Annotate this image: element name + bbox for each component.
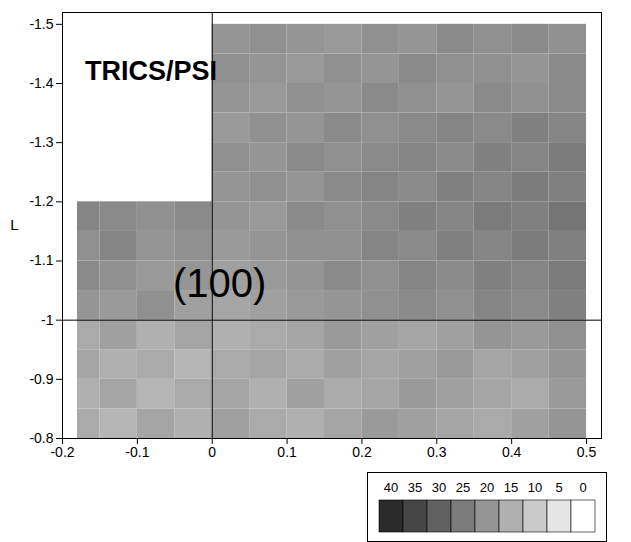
svg-text:35: 35 xyxy=(408,480,422,495)
svg-text:20: 20 xyxy=(480,480,494,495)
svg-text:0: 0 xyxy=(208,444,216,460)
svg-text:-1.1: -1.1 xyxy=(29,252,53,268)
svg-text:TRICS/PSI: TRICS/PSI xyxy=(85,56,217,86)
svg-text:0.1: 0.1 xyxy=(277,444,297,460)
svg-text:0.4: 0.4 xyxy=(502,444,522,460)
svg-text:0.5: 0.5 xyxy=(577,444,597,460)
svg-text:-0.1: -0.1 xyxy=(125,444,149,460)
svg-text:0.2: 0.2 xyxy=(352,444,372,460)
svg-text:-1.4: -1.4 xyxy=(29,75,53,91)
svg-text:-0.2: -0.2 xyxy=(50,444,74,460)
svg-text:10: 10 xyxy=(528,480,542,495)
svg-text:30: 30 xyxy=(432,480,446,495)
svg-text:L: L xyxy=(10,216,18,233)
svg-text:0.3: 0.3 xyxy=(427,444,447,460)
svg-text:5: 5 xyxy=(555,480,562,495)
svg-text:25: 25 xyxy=(456,480,470,495)
svg-text:-1.2: -1.2 xyxy=(29,193,53,209)
svg-text:-0.8: -0.8 xyxy=(29,430,54,446)
svg-text:0: 0 xyxy=(579,480,586,495)
svg-text:-1.3: -1.3 xyxy=(29,134,53,150)
svg-text:40: 40 xyxy=(384,480,398,495)
svg-text:15: 15 xyxy=(504,480,518,495)
svg-text:-0.9: -0.9 xyxy=(29,371,53,387)
svg-text:(100): (100) xyxy=(173,261,266,305)
svg-text:-1: -1 xyxy=(41,312,54,328)
svg-text:-1.5: -1.5 xyxy=(29,16,53,32)
